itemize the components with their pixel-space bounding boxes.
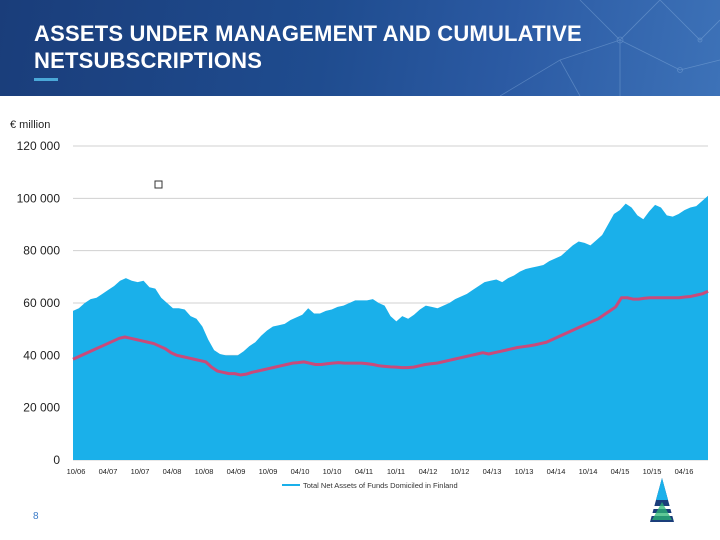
x-tick-label: 10/07 — [131, 467, 150, 476]
x-tick-label: 10/12 — [451, 467, 470, 476]
banner-pattern-icon — [499, 0, 720, 96]
y-axis-ticks: 0 20 000 40 000 60 000 80 000 100 000 120 000 — [17, 139, 61, 467]
x-tick-label: 10/10 — [323, 467, 342, 476]
x-tick-label: 04/10 — [291, 467, 310, 476]
x-tick-label: 04/09 — [227, 467, 246, 476]
y-axis-unit-label: € million — [10, 119, 51, 131]
x-tick-label: 04/07 — [99, 467, 118, 476]
area-total-net-assets — [73, 195, 708, 460]
y-tick-label: 120 000 — [17, 139, 61, 153]
x-tick-label: 04/14 — [547, 467, 566, 476]
x-tick-label: 04/16 — [675, 467, 694, 476]
line-cumulative-net-subscriptions — [72, 289, 709, 377]
x-tick-label: 10/15 — [643, 467, 662, 476]
x-tick-label: 10/08 — [195, 467, 214, 476]
x-tick-label: 04/08 — [163, 467, 182, 476]
y-tick-label: 60 000 — [23, 296, 60, 310]
x-tick-label: 04/12 — [419, 467, 438, 476]
title-underline — [34, 78, 58, 81]
x-tick-label: 10/13 — [515, 467, 534, 476]
y-tick-label: 40 000 — [23, 348, 60, 362]
legend-marker-empty — [154, 180, 163, 189]
page-number: 8 — [33, 511, 39, 522]
page-title: ASSETS UNDER MANAGEMENT AND CUMULATIVE N… — [34, 21, 582, 73]
x-tick-label: 10/09 — [259, 467, 278, 476]
x-tick-label: 10/14 — [579, 467, 598, 476]
y-tick-label: 0 — [53, 453, 60, 467]
series — [72, 195, 709, 460]
legend: Total Net Assets of Funds Domiciled in F… — [282, 481, 458, 490]
x-tick-label: 04/11 — [355, 467, 373, 476]
x-tick-label: 04/15 — [611, 467, 630, 476]
x-tick-label: 04/13 — [483, 467, 502, 476]
company-logo-icon — [650, 478, 674, 522]
x-axis-ticks: 10/06 04/07 10/07 04/08 10/08 04/09 10/09 04/10… — [67, 467, 694, 476]
y-tick-label: 100 000 — [17, 191, 61, 205]
x-tick-label: 10/11 — [387, 467, 405, 476]
legend-label: Total Net Assets of Funds Domiciled in F… — [303, 481, 458, 490]
y-tick-label: 80 000 — [23, 244, 60, 258]
x-tick-label: 10/06 — [67, 467, 86, 476]
title-banner — [0, 0, 720, 96]
y-tick-label: 20 000 — [23, 401, 60, 415]
